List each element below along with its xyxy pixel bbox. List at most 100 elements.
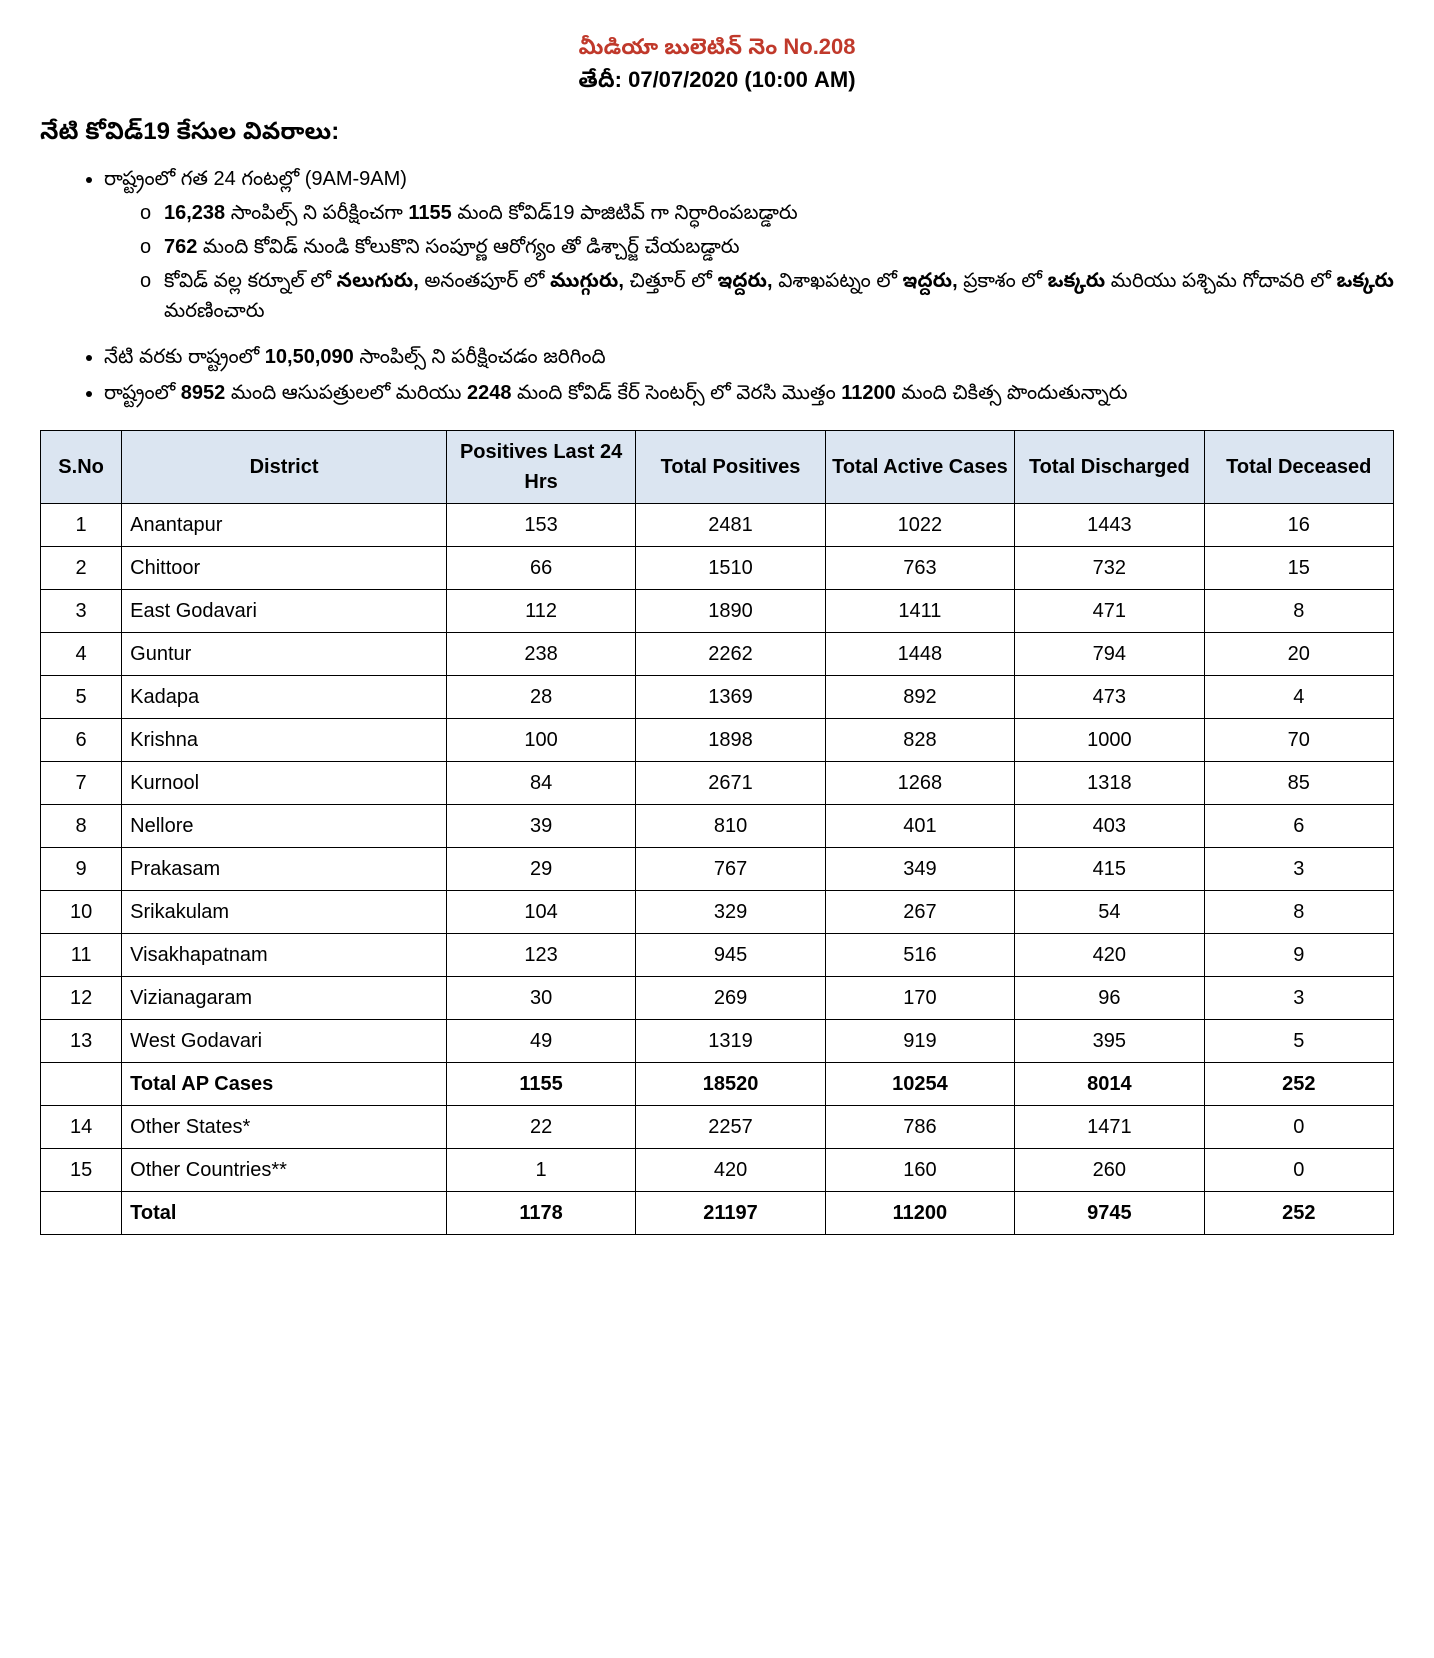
cell: 0: [1204, 1149, 1393, 1192]
cell: 10254: [825, 1063, 1014, 1106]
cell: 420: [1015, 934, 1204, 977]
d-t3: చిత్తూర్ లో: [624, 270, 718, 292]
cell: 84: [446, 762, 635, 805]
cell: 1000: [1015, 719, 1204, 762]
cell: 786: [825, 1106, 1014, 1149]
cell: Total AP Cases: [122, 1063, 447, 1106]
cell: 30: [446, 977, 635, 1020]
th-pos24: Positives Last 24 Hrs: [446, 431, 635, 504]
cell: 21197: [636, 1192, 825, 1235]
table-row: 7Kurnool8426711268131885: [41, 762, 1394, 805]
text-positives: మంది కోవిడ్19 పాజిటివ్ గా నిర్ధారింపబడ్డ…: [452, 202, 798, 224]
table-body: 1Anantapur153248110221443162Chittoor6615…: [41, 504, 1394, 1235]
cell: Nellore: [122, 805, 447, 848]
cell: Chittoor: [122, 547, 447, 590]
sub-samples: 16,238 సాంపిల్స్ ని పరీక్షించగా 1155 మంద…: [140, 198, 1394, 228]
cell: 473: [1015, 676, 1204, 719]
tr-t4: మంది చికిత్స పొందుతున్నారు: [896, 382, 1128, 404]
cell: 70: [1204, 719, 1393, 762]
sub-discharged: 762 మంది కోవిడ్ నుండి కోలుకొని సంపూర్ణ ఆ…: [140, 232, 1394, 262]
cell: 349: [825, 848, 1014, 891]
th-sno: S.No: [41, 431, 122, 504]
cell: 7: [41, 762, 122, 805]
cell: 252: [1204, 1063, 1393, 1106]
cell: 54: [1015, 891, 1204, 934]
table-row: Total117821197112009745252: [41, 1192, 1394, 1235]
cell: 269: [636, 977, 825, 1020]
cell: 415: [1015, 848, 1204, 891]
cell: 267: [825, 891, 1014, 934]
tr-t1: రాష్ట్రంలో: [104, 382, 181, 404]
cell: 892: [825, 676, 1014, 719]
cell: 22: [446, 1106, 635, 1149]
table-row: 13West Godavari4913199193955: [41, 1020, 1394, 1063]
cell: Other Countries**: [122, 1149, 447, 1192]
cell: 516: [825, 934, 1014, 977]
table-row: 2Chittoor66151076373215: [41, 547, 1394, 590]
d-t6: మరియు పశ్చిమ గోదావరి లో: [1105, 270, 1336, 292]
cell: 6: [41, 719, 122, 762]
table-row: 14Other States*22225778614710: [41, 1106, 1394, 1149]
cell: 1155: [446, 1063, 635, 1106]
val-positives: 1155: [408, 202, 451, 224]
cell: 794: [1015, 633, 1204, 676]
cell: 919: [825, 1020, 1014, 1063]
cell: 1471: [1015, 1106, 1204, 1149]
text-samples: సాంపిల్స్ ని పరీక్షించగా: [225, 202, 408, 224]
cell: 403: [1015, 805, 1204, 848]
th-district: District: [122, 431, 447, 504]
cell: Total: [122, 1192, 447, 1235]
cell: 9: [1204, 934, 1393, 977]
table-row: 10Srikakulam104329267548: [41, 891, 1394, 934]
cell: 170: [825, 977, 1014, 1020]
bullet-treatment: రాష్ట్రంలో 8952 మంది ఆసుపత్రులలో మరియు 2…: [104, 378, 1394, 408]
cell: 2257: [636, 1106, 825, 1149]
text-discharged: మంది కోవిడ్ నుండి కోలుకొని సంపూర్ణ ఆరోగ్…: [197, 236, 739, 258]
cell: 1443: [1015, 504, 1204, 547]
summary-list: రాష్ట్రంలో గత 24 గంటల్లో (9AM-9AM) 16,23…: [40, 164, 1394, 326]
cell: 1369: [636, 676, 825, 719]
cell: 1319: [636, 1020, 825, 1063]
tr-t3: మంది కోవిడ్ కేర్ సెంటర్స్ లో వెరసి మొత్త…: [511, 382, 841, 404]
cell: 8: [1204, 590, 1393, 633]
d-t1: కోవిడ్ వల్ల కర్నూల్ లో: [164, 270, 337, 292]
d-v4: ఇద్దరు,: [903, 270, 958, 292]
cell: 12: [41, 977, 122, 1020]
tr-v3: 11200: [841, 382, 896, 404]
cell: 471: [1015, 590, 1204, 633]
cell: 104: [446, 891, 635, 934]
table-row: 15Other Countries**14201602600: [41, 1149, 1394, 1192]
cell: Prakasam: [122, 848, 447, 891]
val-discharged: 762: [164, 236, 197, 258]
cell: 96: [1015, 977, 1204, 1020]
cell: 153: [446, 504, 635, 547]
cell: West Godavari: [122, 1020, 447, 1063]
cell: Visakhapatnam: [122, 934, 447, 977]
cell: Krishna: [122, 719, 447, 762]
cell: 20: [1204, 633, 1393, 676]
cell: 238: [446, 633, 635, 676]
cell: 11200: [825, 1192, 1014, 1235]
cell: 15: [1204, 547, 1393, 590]
cell: 395: [1015, 1020, 1204, 1063]
cell: 16: [1204, 504, 1393, 547]
cell: Anantapur: [122, 504, 447, 547]
cell: 9745: [1015, 1192, 1204, 1235]
th-active: Total Active Cases: [825, 431, 1014, 504]
cell: Srikakulam: [122, 891, 447, 934]
cell: 15: [41, 1149, 122, 1192]
ts-t1: నేటి వరకు రాష్ట్రంలో: [104, 346, 265, 368]
cell: 1178: [446, 1192, 635, 1235]
table-row: 9Prakasam297673494153: [41, 848, 1394, 891]
cell: 1448: [825, 633, 1014, 676]
sub-deaths: కోవిడ్ వల్ల కర్నూల్ లో నలుగురు, అనంతపూర్…: [140, 266, 1394, 326]
cell: 420: [636, 1149, 825, 1192]
cell: Kurnool: [122, 762, 447, 805]
cell: 5: [1204, 1020, 1393, 1063]
cell: 401: [825, 805, 1014, 848]
cell: 732: [1015, 547, 1204, 590]
cell: 2262: [636, 633, 825, 676]
table-row: 11Visakhapatnam1239455164209: [41, 934, 1394, 977]
cell: Vizianagaram: [122, 977, 447, 1020]
cell: 828: [825, 719, 1014, 762]
